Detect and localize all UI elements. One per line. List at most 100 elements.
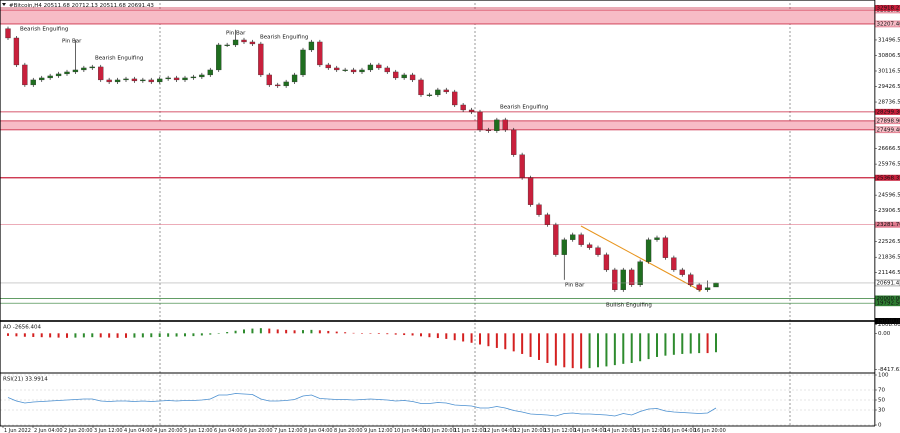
candle-body	[637, 261, 643, 286]
ao-bar	[66, 333, 68, 338]
x-tick-label: 9 Jun 12:00	[364, 428, 393, 433]
x-tick-label: 13 Jun 12:00	[544, 428, 576, 433]
candle-body	[98, 66, 104, 81]
x-tick-label: 12 Jun 20:00	[514, 428, 546, 433]
ao-bar	[344, 332, 347, 334]
ao-bar	[647, 333, 650, 360]
ao-bar	[200, 333, 203, 336]
candle-body	[131, 78, 138, 82]
candle-body	[443, 89, 449, 93]
ao-bar	[226, 332, 229, 334]
ao-bar	[234, 330, 237, 334]
symbol: #Bitcoin,H4	[9, 3, 42, 9]
ao-bar	[57, 333, 60, 338]
candle-body	[13, 37, 20, 66]
ao-bar	[563, 333, 566, 368]
candle-body	[106, 79, 112, 83]
candle-body	[713, 282, 719, 288]
candle-body	[629, 269, 635, 286]
candle-body	[401, 74, 407, 79]
y-tick-label: 25976.50	[878, 162, 900, 168]
ao-bar	[74, 333, 77, 338]
ao-bar	[7, 333, 9, 336]
y-tick-label: 28736.50	[878, 100, 900, 106]
ao-bar	[664, 333, 667, 356]
candle-body	[216, 44, 222, 71]
menu-triangle[interactable]	[2, 3, 6, 6]
y-tick-label: 29426.50	[878, 84, 900, 90]
candle-body	[544, 214, 551, 225]
y-tick-label: 30116.50	[878, 68, 900, 74]
ao-bar	[310, 329, 313, 334]
ao-bar	[108, 333, 111, 338]
x-tick-label: 3 Jun 12:00	[94, 428, 123, 433]
y-tick-label: 21146.50	[878, 270, 900, 276]
ao-bar	[698, 333, 701, 354]
ao-bar	[167, 333, 170, 337]
last-price-label: 20691.43	[877, 280, 900, 286]
candle-body	[426, 94, 433, 96]
level-label: 32918.21	[877, 5, 900, 11]
ao-bar	[495, 333, 498, 348]
x-tick-label: 10 Jun 20:00	[424, 428, 456, 433]
pattern-annotation: Pin Bar	[226, 31, 246, 37]
y-tick-label: 24596.50	[878, 193, 900, 199]
ohlc-high: 20712.13	[72, 3, 99, 9]
candle-body	[22, 64, 28, 86]
ao-bar	[630, 333, 633, 363]
x-tick-label: 12 Jun 04:00	[484, 428, 516, 433]
ao-bar	[217, 333, 220, 334]
ao-bar	[125, 333, 127, 338]
candle-body	[468, 109, 475, 113]
ao-bar	[394, 333, 397, 335]
ao-bar	[32, 333, 35, 337]
zone	[0, 120, 876, 131]
candle-body	[477, 111, 483, 131]
candle-body	[595, 247, 601, 255]
ao-bar	[681, 333, 684, 354]
zone-label: 27499.40	[877, 127, 900, 133]
candle-body	[182, 77, 188, 81]
candle-body	[325, 64, 331, 69]
pattern-annotation: Pin Bar	[565, 283, 585, 289]
x-tick-label: 2 Jun 04:00	[34, 428, 63, 433]
candle-body	[275, 84, 281, 87]
ao-bar	[82, 333, 85, 338]
ao-bar	[99, 333, 102, 338]
y-tick-label: 70	[878, 388, 885, 394]
ao-bar	[293, 330, 296, 334]
x-tick-label: 4 Jun 04:00	[124, 428, 153, 433]
candle-body	[258, 43, 264, 76]
zone	[0, 9, 876, 25]
level-label: 23281.76	[877, 222, 900, 228]
candle-body	[241, 39, 247, 43]
level-label: 25368.35	[877, 175, 900, 181]
candle-body	[359, 69, 365, 73]
y-tick-label: 31496.50	[878, 37, 900, 43]
separators	[159, 3, 791, 426]
x-tick-label: 14 Jun 20:00	[604, 428, 636, 433]
candle-body	[502, 119, 508, 131]
candle-body	[679, 269, 685, 275]
candle-body	[291, 74, 298, 83]
x-tick-label: 7 Jun 12:00	[274, 428, 303, 433]
ao-bar	[116, 333, 119, 338]
candle-body	[140, 79, 146, 82]
ohlc-close: 20691.43	[128, 3, 155, 9]
candle-body	[662, 237, 669, 258]
outer-frame	[0, 0, 876, 427]
ao-bar	[436, 333, 439, 339]
candle-body	[603, 254, 610, 271]
level-label-bg	[875, 295, 900, 302]
ao-bar	[327, 330, 330, 334]
candle-body	[232, 39, 239, 46]
y-tick-label: 50	[878, 398, 885, 404]
trend-line	[580, 225, 702, 292]
zone-label: 32207.40	[877, 21, 900, 27]
level-label: 19792.56	[877, 301, 900, 307]
ao-bar	[588, 333, 591, 369]
candle-body	[384, 67, 390, 73]
y-tick-label: 100	[878, 373, 889, 379]
ao-bar	[158, 333, 161, 337]
